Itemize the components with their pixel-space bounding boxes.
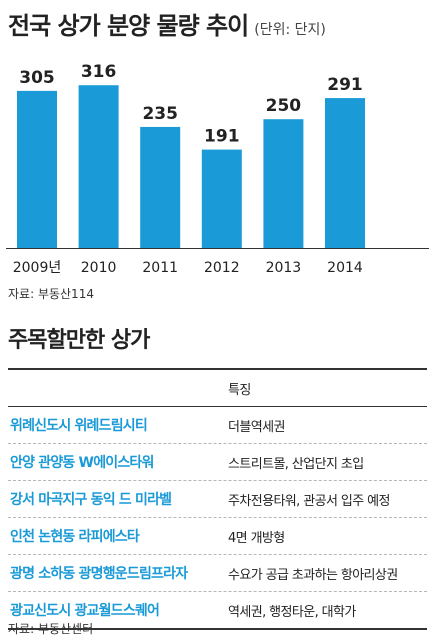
chart-title: 전국 상가 분양 물량 추이 (단위: 단지)	[8, 12, 326, 40]
tick-label-3: 2012	[204, 260, 240, 276]
chart-source: 자료: 부동산114	[8, 287, 94, 301]
header-feature: 특징	[228, 382, 251, 398]
tick-label-1: 2010	[81, 260, 117, 276]
bar-2	[140, 126, 181, 248]
table-row: 강서 마곡지구 동익 드 미라벨 주차전용타워, 관공서 입주 예정	[8, 481, 427, 518]
table-row: 위례신도시 위례드림시티 더블역세권	[8, 407, 427, 444]
bar-0	[17, 90, 57, 248]
bar-4	[263, 119, 304, 248]
section-title: 주목할만한 상가	[8, 328, 150, 353]
bar-1	[78, 85, 119, 248]
row-feature: 더블역세권	[228, 419, 285, 435]
bar-chart: 305 2009년 316 2010 235 2011 191 2012 250 2013 291 2…	[6, 62, 429, 276]
row-feature: 역세권, 행정타운, 대학가	[228, 604, 356, 620]
table-header: 특징	[8, 368, 427, 407]
row-feature: 수요가 공급 초과하는 항아리상권	[228, 567, 398, 583]
data-label-1: 316	[81, 62, 117, 82]
bar-3	[201, 149, 242, 248]
tick-label-4: 2013	[266, 260, 302, 276]
row-name: 광명 소하동 광명행운드림프라자	[10, 566, 188, 582]
row-feature: 주차전용타워, 관공서 입주 예정	[228, 493, 390, 509]
row-name: 광교신도시 광교월드스퀘어	[10, 603, 160, 619]
table-row: 인천 논현동 라피에스타 4면 개방형	[8, 518, 427, 555]
unit-label: (단위: 단지)	[254, 22, 326, 38]
tick-label-0: 2009년	[13, 260, 62, 276]
row-feature: 스트리트몰, 산업단지 초입	[228, 456, 364, 472]
row-name: 안양 관양동 W에이스타워	[10, 455, 154, 471]
row-name: 인천 논현동 라피에스타	[10, 529, 140, 545]
data-label-2: 235	[142, 104, 178, 124]
tick-label-5: 2014	[327, 260, 363, 276]
table-row: 광교신도시 광교월드스퀘어 역세권, 행정타운, 대학가	[8, 592, 427, 630]
row-name: 강서 마곡지구 동익 드 미라벨	[10, 492, 172, 508]
row-name: 위례신도시 위례드림시티	[10, 418, 148, 434]
bar-5	[325, 98, 365, 248]
row-feature: 4면 개방형	[228, 530, 285, 546]
data-label-3: 191	[204, 127, 240, 147]
table-row: 광명 소하동 광명행운드림프라자 수요가 공급 초과하는 항아리상권	[8, 555, 427, 592]
table-row: 안양 관양동 W에이스타워 스트리트몰, 산업단지 초입	[8, 444, 427, 481]
table-source: 자료: 부동산센터	[8, 622, 94, 636]
data-label-0: 305	[19, 68, 55, 88]
data-label-5: 291	[327, 75, 363, 95]
data-label-4: 250	[266, 96, 302, 116]
tick-label-2: 2011	[142, 260, 178, 276]
